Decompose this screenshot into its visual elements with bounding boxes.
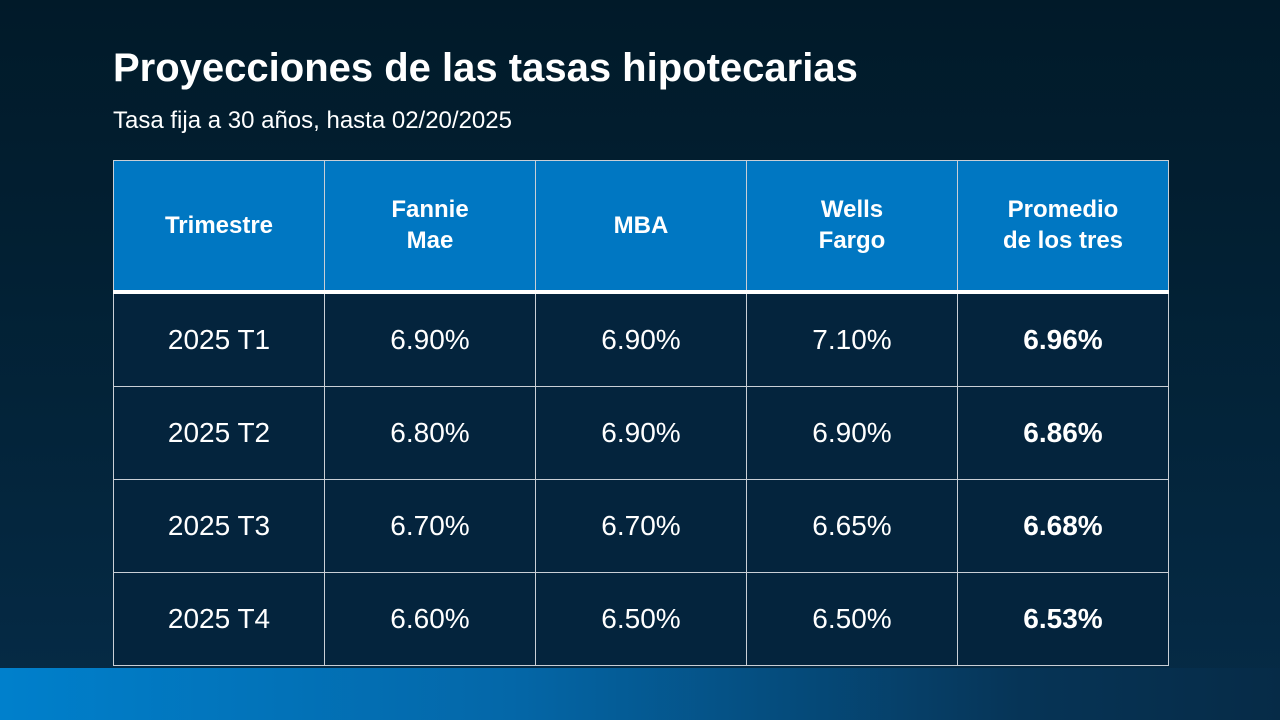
column-header: MBA (535, 160, 747, 292)
column-header: Wells Fargo (746, 160, 958, 292)
table-cell: 6.90% (324, 291, 536, 387)
average-cell: 6.86% (957, 385, 1169, 480)
table-cell: 2025 T3 (113, 478, 325, 573)
table-cell: 2025 T4 (113, 571, 325, 666)
footer-band (0, 668, 1280, 720)
table-cell: 2025 T1 (113, 291, 325, 387)
subtitle: Tasa fija a 30 años, hasta 02/20/2025 (113, 107, 512, 134)
table-cell: 2025 T2 (113, 385, 325, 480)
table-row: 2025 T2 6.80% 6.90% 6.90% 6.86% (113, 385, 1169, 480)
table-row: 2025 T4 6.60% 6.50% 6.50% 6.53% (113, 571, 1169, 666)
table-cell: 6.60% (324, 571, 536, 666)
table-row: 2025 T3 6.70% 6.70% 6.65% 6.68% (113, 478, 1169, 573)
rates-table: Trimestre Fannie Mae MBA Wells Fargo Promedi… (113, 160, 1169, 666)
table-body: 2025 T1 6.90% 6.90% 7.10% 6.96% 2025 T2 6.80% 6… (113, 291, 1169, 666)
table-cell: 7.10% (746, 291, 958, 387)
title: Proyecciones de las tasas hipotecarias (113, 46, 858, 90)
table-cell: 6.90% (746, 385, 958, 480)
table-cell: 6.70% (535, 478, 747, 573)
column-header: Trimestre (113, 160, 325, 292)
table-row: 2025 T1 6.90% 6.90% 7.10% 6.96% (113, 291, 1169, 387)
average-cell: 6.96% (957, 291, 1169, 387)
table-cell: 6.50% (746, 571, 958, 666)
column-header: Promedio de los tres (957, 160, 1169, 292)
table-cell: 6.90% (535, 385, 747, 480)
table-cell: 6.50% (535, 571, 747, 666)
table-cell: 6.70% (324, 478, 536, 573)
average-cell: 6.53% (957, 571, 1169, 666)
header-row: Trimestre Fannie Mae MBA Wells Fargo Promedi… (113, 160, 1169, 292)
table-header: Trimestre Fannie Mae MBA Wells Fargo Promedi… (113, 160, 1169, 292)
table-cell: 6.65% (746, 478, 958, 573)
average-cell: 6.68% (957, 478, 1169, 573)
table-cell: 6.80% (324, 385, 536, 480)
table-cell: 6.90% (535, 291, 747, 387)
column-header: Fannie Mae (324, 160, 536, 292)
